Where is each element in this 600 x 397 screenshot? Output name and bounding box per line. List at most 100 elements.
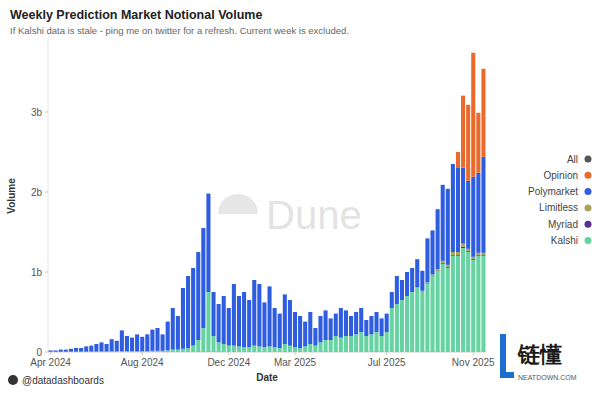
legend-marker [585,204,592,211]
bar [415,259,419,260]
bar [390,292,394,293]
bar [247,300,251,301]
bar [161,351,165,352]
bar [349,316,353,317]
bar [471,53,475,177]
bar [64,350,68,352]
bar [308,312,312,313]
bar [476,253,480,255]
bar [410,268,414,269]
bar [339,308,343,338]
bar [110,339,114,340]
bar [222,296,226,297]
bar [196,252,200,340]
bar [186,276,190,277]
bar [262,347,266,352]
bar [288,300,292,301]
bar [283,294,287,295]
y-tick-label: 1b [31,267,43,278]
watermark-logo [218,194,258,234]
bar [471,177,475,257]
bar [456,152,460,168]
x-tick [142,352,143,355]
bar [354,312,358,313]
bar [268,286,272,287]
bar [430,230,434,231]
chart-container: Weekly Prediction Market Notional Volume… [0,0,600,397]
bar [410,268,414,269]
bar [242,347,246,352]
bar [420,270,424,271]
x-tick [50,352,51,355]
bar [262,302,266,347]
bar [222,296,226,344]
bar [481,157,485,253]
x-tick-label: Apr 2024 [30,357,71,368]
bar [390,308,394,352]
bar [257,284,261,285]
bar [54,350,58,351]
bar [74,348,78,352]
bar [105,344,109,345]
bar [430,230,434,274]
bar [451,252,455,255]
bar [420,271,424,291]
bar [262,302,266,303]
bar [125,336,129,351]
bar [329,318,333,319]
y-tick-label: 0 [36,347,42,358]
bar [130,337,134,338]
legend-marker [585,221,592,228]
bar [410,268,414,292]
bar [344,310,348,311]
bars [49,53,486,352]
bar [283,294,287,295]
bar [176,316,180,317]
bar [135,334,139,351]
bar [232,284,236,285]
bar [237,296,241,297]
bar [466,104,470,105]
bar [74,348,78,349]
x-tick [386,352,387,355]
bar [476,113,480,173]
bar [64,349,68,350]
bar [49,351,53,352]
bar [476,112,480,113]
bar [441,184,445,185]
bar [415,259,419,287]
bar [145,334,149,335]
legend-label: All [567,154,578,165]
bar [69,349,73,352]
bar [166,321,170,322]
bar [201,228,205,229]
bar [54,351,58,352]
bar [369,334,373,352]
bar [49,351,53,352]
bar [115,340,119,341]
bar [120,330,124,331]
bar [257,346,261,352]
bar [420,292,424,352]
bar [324,310,328,311]
bar [94,344,98,345]
bar [298,316,302,348]
bar [115,340,119,341]
logo-bar [500,372,514,378]
bar [369,316,373,334]
bar [385,332,389,352]
bar [105,344,109,345]
bar [89,345,93,346]
bar [436,209,440,210]
bar [252,346,256,352]
bar [481,68,485,69]
bar [211,292,215,336]
legend: AllOpinionPolymarketLimitlessMyriadKalsh… [528,154,592,247]
bar [334,336,338,352]
bar [105,344,109,351]
bar [125,336,129,337]
bar [461,168,465,244]
bar [400,280,404,300]
logo-text: 链懂 [517,342,562,367]
bar [191,268,195,269]
